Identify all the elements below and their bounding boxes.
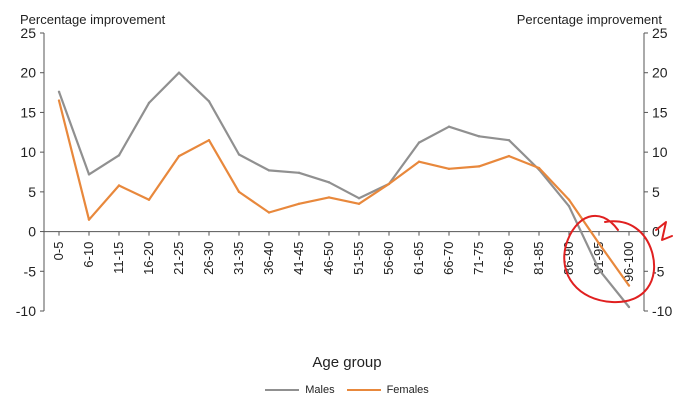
data-point-females <box>537 166 541 170</box>
x-tick-label: 31-35 <box>231 242 246 275</box>
data-point-females <box>57 99 61 102</box>
y-tick-label-left: -5 <box>24 263 37 279</box>
data-point-males <box>477 135 481 138</box>
x-tick-label: 41-45 <box>291 242 306 275</box>
data-point-males <box>207 100 211 103</box>
series-line-males <box>57 71 630 308</box>
y-tick-label-left: 20 <box>20 65 36 81</box>
data-point-males <box>417 141 421 144</box>
data-point-females <box>267 211 271 214</box>
data-point-females <box>207 139 211 142</box>
x-tick-label: 16-20 <box>141 242 156 275</box>
data-point-females <box>357 202 361 205</box>
data-point-females <box>117 184 121 187</box>
x-tick-label: 26-30 <box>201 242 216 275</box>
data-point-males <box>297 171 301 174</box>
data-point-females <box>147 198 151 201</box>
y-tick-label-right: 20 <box>652 65 668 81</box>
x-tick-label: 66-70 <box>441 242 456 275</box>
data-point-females <box>297 202 301 205</box>
data-point-males <box>507 139 511 142</box>
annotation-circle <box>563 214 656 304</box>
x-tick-label: 11-15 <box>111 242 126 274</box>
data-point-males <box>57 90 61 93</box>
data-point-males <box>237 153 241 156</box>
y-tick-label-left: -10 <box>16 303 36 319</box>
y-tick-label-right: 25 <box>652 25 668 41</box>
data-point-females <box>507 154 511 158</box>
data-point-females <box>237 190 241 194</box>
data-point-males <box>597 268 601 271</box>
x-tick-label: 36-40 <box>261 242 276 275</box>
y-tick-label-right: 15 <box>652 104 668 120</box>
x-tick-label: 71-75 <box>471 242 486 275</box>
x-axis-title: Age group <box>312 354 382 371</box>
x-tick-label: 76-80 <box>501 242 516 275</box>
y-axis-title-right: Percentage improvement <box>516 12 662 27</box>
data-point-males <box>357 197 361 200</box>
data-point-males <box>627 305 631 309</box>
legend-label-females: Females <box>386 384 429 396</box>
x-tick-label: 81-85 <box>531 242 546 275</box>
data-point-females <box>327 196 331 199</box>
data-point-females <box>177 154 181 158</box>
x-tick-label: 6-10 <box>81 242 96 268</box>
data-point-females <box>567 198 571 201</box>
data-point-females <box>477 165 481 168</box>
data-point-males <box>447 125 451 128</box>
y-tick-label-right: -10 <box>652 303 672 319</box>
y-tick-label-right: 5 <box>652 184 660 200</box>
legend-label-males: Males <box>305 384 335 396</box>
annotation-squiggle <box>655 221 673 241</box>
y-tick-label-left: 5 <box>28 184 36 200</box>
y-tick-label-left: 10 <box>20 144 36 160</box>
data-point-males <box>87 173 91 176</box>
y-tick-label-right: 0 <box>652 224 660 240</box>
data-point-males <box>177 71 181 74</box>
legend-item-females: Females <box>346 384 429 396</box>
data-point-females <box>447 167 451 171</box>
data-point-males <box>327 181 331 184</box>
x-tick-label: 0-5 <box>51 242 66 261</box>
x-tick-label: 61-65 <box>411 242 426 275</box>
data-point-males <box>147 101 151 105</box>
legend-swatch-females <box>346 389 381 391</box>
legend-swatch-males <box>265 389 300 391</box>
data-point-males <box>267 169 271 172</box>
data-point-females <box>417 160 421 163</box>
data-point-females <box>87 218 91 221</box>
data-point-males <box>117 154 121 157</box>
data-point-females <box>627 284 631 287</box>
series-line-females <box>57 100 630 287</box>
y-axis-title-left: Percentage improvement <box>20 12 166 27</box>
x-tick-label: 51-55 <box>351 242 366 275</box>
x-tick-label: 46-50 <box>321 242 336 275</box>
data-point-females <box>597 242 601 245</box>
y-tick-label-left: 25 <box>20 25 36 41</box>
y-tick-label-left: 0 <box>28 224 36 240</box>
legend: Males Females <box>0 384 694 396</box>
legend-item-males: Males <box>265 384 335 396</box>
data-point-females <box>387 182 391 186</box>
x-tick-label: 56-60 <box>381 242 396 275</box>
data-point-males <box>567 204 571 208</box>
x-tick-label: 96-100 <box>621 242 636 282</box>
y-tick-label-left: 15 <box>20 104 36 120</box>
y-tick-label-right: 10 <box>652 144 668 160</box>
x-tick-label: 21-25 <box>171 242 186 275</box>
